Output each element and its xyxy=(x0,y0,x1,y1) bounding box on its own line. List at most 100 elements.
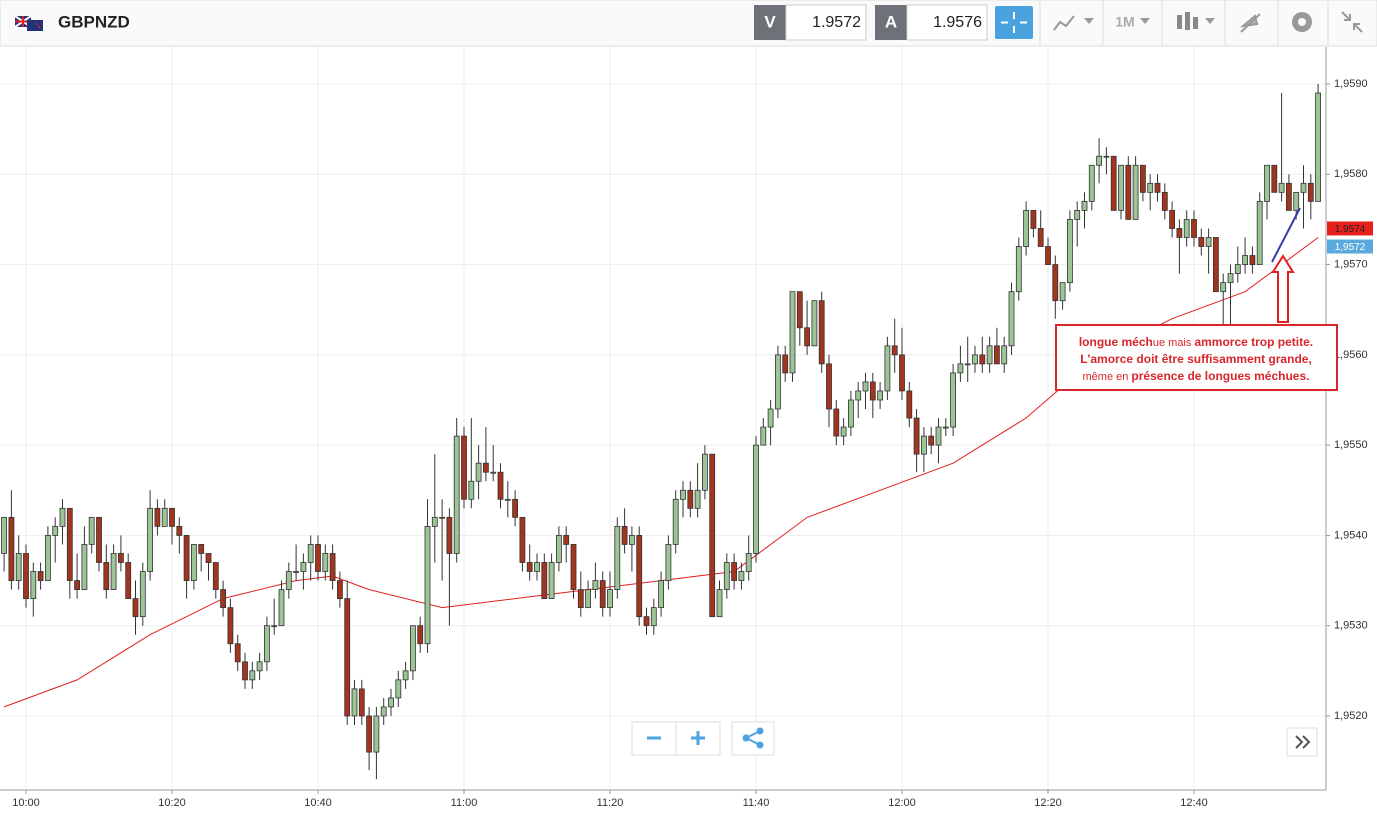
annotation-box xyxy=(1055,324,1338,391)
candle-body xyxy=(1249,255,1256,265)
candle-body xyxy=(811,300,818,347)
candle-body xyxy=(1008,291,1015,347)
settings-button[interactable] xyxy=(1292,12,1312,32)
candle-body xyxy=(307,544,314,563)
candle-body xyxy=(942,426,949,429)
candle-body xyxy=(840,426,847,437)
annotation-segment: présence de longues méchues. xyxy=(1131,369,1309,383)
candle-body xyxy=(592,580,599,590)
y-tick-label: 1,9540 xyxy=(1334,529,1368,541)
candle-body xyxy=(1213,237,1219,293)
crosshair-button[interactable] xyxy=(995,6,1033,39)
bid-box[interactable] xyxy=(785,4,867,41)
candle-body xyxy=(263,625,270,663)
candle-body xyxy=(994,345,1000,365)
candle-body xyxy=(570,544,577,590)
candle-body xyxy=(329,553,336,581)
candle-body xyxy=(497,471,504,500)
share-button[interactable] xyxy=(731,721,775,756)
candle-body xyxy=(899,354,905,392)
candle-body xyxy=(366,715,373,753)
candle-body xyxy=(680,489,686,500)
draw-button[interactable] xyxy=(1239,13,1261,33)
ask-label: A xyxy=(885,12,897,31)
candle-body xyxy=(395,679,402,699)
candle-body xyxy=(548,562,555,600)
candle-body xyxy=(1220,282,1227,293)
candle-body xyxy=(1234,264,1241,275)
ask-box[interactable] xyxy=(906,4,988,41)
candle-body xyxy=(687,489,694,509)
ask-button[interactable] xyxy=(875,5,907,40)
chart-type-button[interactable] xyxy=(1177,12,1215,30)
candle-body xyxy=(738,571,745,581)
candle-body xyxy=(475,462,482,482)
annotation-line: même en présence de longues méchues. xyxy=(1083,369,1310,383)
x-tick-label: 10:20 xyxy=(158,797,186,809)
candle-body xyxy=(1001,345,1008,365)
candle-body xyxy=(1045,246,1051,265)
candle-body xyxy=(183,535,190,581)
annotation-line: longue méchue mais ammorce trop petite. xyxy=(1079,335,1313,349)
candle-body xyxy=(198,544,205,554)
timeframe-button[interactable]: 1M xyxy=(1115,14,1134,30)
candle-body xyxy=(753,444,759,554)
scroll-right-button[interactable] xyxy=(1286,727,1318,757)
annotation-segment: même en xyxy=(1083,371,1132,383)
candle-body xyxy=(556,535,562,563)
candle-body xyxy=(344,598,351,717)
candle-body xyxy=(672,498,679,545)
zoom-in-button[interactable] xyxy=(675,721,721,756)
candle-body xyxy=(650,607,657,627)
candle-body xyxy=(118,553,124,563)
candle-body xyxy=(906,390,913,419)
candle-body xyxy=(1264,164,1270,202)
candle-body xyxy=(599,580,606,609)
candle-body xyxy=(373,715,380,753)
candle-body xyxy=(1191,219,1197,238)
candle-body xyxy=(1278,182,1285,193)
candle-body xyxy=(15,553,22,581)
candle-body xyxy=(161,507,168,527)
candle-body xyxy=(227,607,234,645)
candle-body xyxy=(563,535,570,545)
candle-body xyxy=(775,354,781,410)
y-tick-label: 1,9550 xyxy=(1334,439,1368,451)
candle-body xyxy=(336,580,343,600)
candle-body xyxy=(1037,228,1044,247)
candle-body xyxy=(1074,210,1081,220)
candle-body xyxy=(1227,273,1234,284)
candle-body xyxy=(59,507,66,527)
candle-body xyxy=(1110,155,1117,211)
candle-body xyxy=(1118,164,1124,211)
plot-background xyxy=(0,47,1326,790)
candle-body xyxy=(716,589,723,618)
ask-price: 1.9576 xyxy=(933,14,982,31)
annotation-segment: ue mais xyxy=(1153,337,1195,349)
candle-body xyxy=(74,580,80,590)
candle-body xyxy=(1140,164,1146,193)
trend-drawing xyxy=(1271,207,1301,263)
candle-body xyxy=(1169,210,1175,229)
candle-body xyxy=(154,507,161,527)
candle-body xyxy=(957,363,964,374)
annotation-segment: L'amorce doit être suffisamment grande, xyxy=(1080,352,1312,366)
collapse-button[interactable] xyxy=(1341,11,1363,33)
zoom-out-button[interactable] xyxy=(631,721,677,756)
candle-body xyxy=(979,354,986,365)
candle-body xyxy=(147,507,154,572)
candle-body xyxy=(694,489,701,509)
y-tick-label: 1,9580 xyxy=(1334,168,1368,180)
candle-body xyxy=(636,535,643,618)
candle-body xyxy=(1059,282,1066,302)
candle-body xyxy=(388,697,394,708)
indicator-button[interactable] xyxy=(1053,15,1094,31)
candle-body xyxy=(541,562,548,600)
bid-button[interactable] xyxy=(754,5,786,40)
candle-body xyxy=(1286,182,1292,211)
candle-body xyxy=(782,354,789,374)
candle-body xyxy=(519,516,526,563)
candle-body xyxy=(271,625,278,628)
candle-body xyxy=(256,661,263,672)
